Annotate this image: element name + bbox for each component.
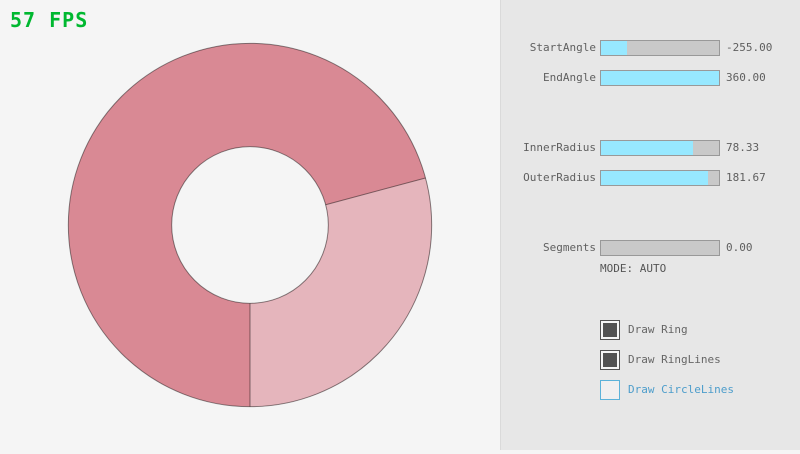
ring-outer-line [67, 42, 433, 408]
slider-start-angle[interactable] [600, 40, 720, 56]
slider-label-segments: Segments [543, 241, 596, 254]
checkbox-label-draw-circlelines: Draw CircleLines [628, 383, 734, 396]
slider-value-inner-radius: 78.33 [726, 141, 760, 154]
checkbox-draw-ringlines[interactable] [600, 350, 620, 370]
slider-value-start-angle: -255.00 [726, 41, 773, 54]
ring-canvas-area: 57 FPS [10, 8, 433, 408]
segments-mode-text: MODE: AUTO [600, 262, 667, 275]
slider-inner-radius[interactable] [600, 140, 720, 156]
ring-single-sector [250, 177, 432, 407]
slider-value-outer-radius: 181.67 [726, 171, 766, 184]
ring-radial-line-start [325, 177, 426, 206]
ring-inner-line [171, 146, 329, 304]
checkbox-label-draw-ringlines: Draw RingLines [628, 353, 721, 366]
checkbox-draw-circlelines[interactable] [600, 380, 620, 400]
slider-label-start-angle: StartAngle [529, 41, 596, 54]
slider-segments[interactable] [600, 240, 720, 256]
slider-fill-inner-radius [601, 141, 694, 155]
slider-label-outer-radius: OuterRadius [523, 171, 596, 184]
checkbox-draw-ring[interactable] [600, 320, 620, 340]
slider-end-angle[interactable] [600, 70, 720, 86]
ring-drawing [67, 42, 433, 408]
fps-counter: 57 FPS [10, 8, 89, 32]
slider-value-segments: 0.00 [726, 241, 753, 254]
slider-outer-radius[interactable] [600, 170, 720, 186]
slider-fill-outer-radius [601, 171, 709, 185]
slider-fill-end-angle [601, 71, 719, 85]
slider-value-end-angle: 360.00 [726, 71, 766, 84]
slider-label-end-angle: EndAngle [543, 71, 596, 84]
ring-lines [67, 42, 433, 408]
slider-label-inner-radius: InnerRadius [523, 141, 596, 154]
slider-fill-start-angle [601, 41, 627, 55]
checkbox-label-draw-ring: Draw Ring [628, 323, 688, 336]
